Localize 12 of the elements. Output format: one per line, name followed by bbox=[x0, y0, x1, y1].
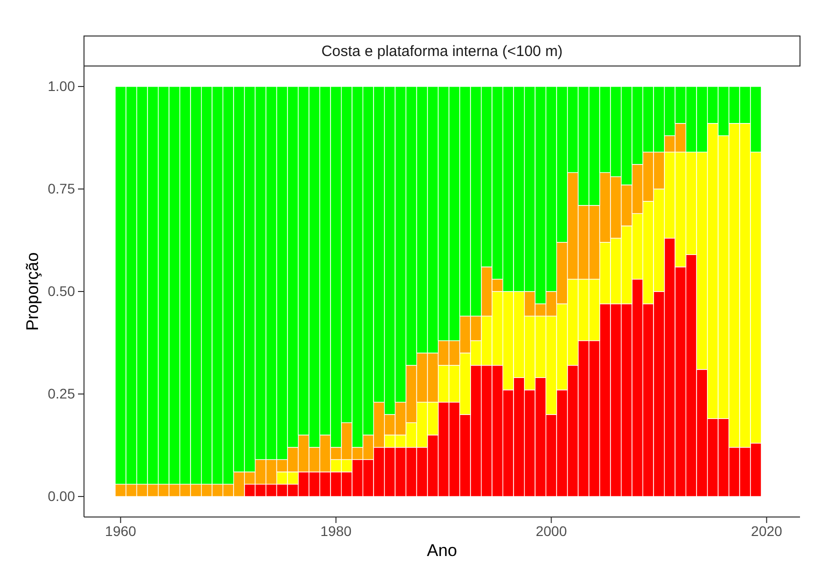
y-tick-label: 0.50 bbox=[48, 282, 76, 299]
x-tick-label: 2000 bbox=[536, 522, 568, 539]
y-tick-label: 0.75 bbox=[48, 180, 76, 196]
y-axis-title: Proporção bbox=[23, 252, 42, 331]
x-axis-title: Ano bbox=[426, 541, 458, 560]
x-tick-label: 2020 bbox=[751, 522, 782, 539]
x-tick-label: 1960 bbox=[105, 522, 136, 539]
y-tick-label: 1.00 bbox=[48, 78, 76, 94]
chart-title: Costa e plataforma interna (<100 m) bbox=[321, 43, 563, 60]
x-tick-label: 1980 bbox=[320, 522, 352, 539]
y-tick-label: 0.25 bbox=[48, 385, 76, 402]
y-tick-label: 0.00 bbox=[48, 488, 76, 504]
